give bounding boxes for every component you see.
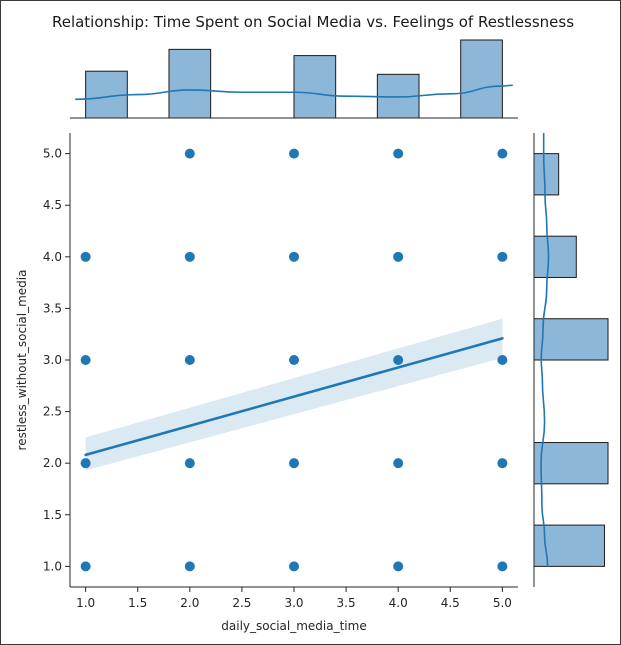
- right-hist-bar: [533, 442, 609, 485]
- regression-line-group: [84, 337, 504, 457]
- scatter-point: [184, 561, 195, 572]
- scatter-point: [184, 148, 195, 159]
- scatter-point: [393, 458, 404, 469]
- x-ticks: 1.0 1.5 2.0 2.5 3.0 3.5 4.0 4.5 5.0: [76, 587, 512, 610]
- top-marginal-histogram: [70, 39, 518, 119]
- confidence-band: [85, 318, 503, 471]
- scatter-point: [184, 251, 195, 262]
- confidence-band-group: [85, 318, 503, 471]
- scatter-point: [289, 148, 299, 159]
- scatter-point: [289, 251, 299, 262]
- x-axis-label: daily_social_media_time: [221, 619, 366, 633]
- y-tick-label: 4.0: [43, 250, 62, 264]
- x-tick-label: 3.5: [337, 596, 356, 610]
- scatter-point: [393, 148, 404, 159]
- scatter-point: [393, 251, 404, 262]
- y-ticks: 1.0 1.5 2.0 2.5 3.0 3.5 4.0 4.5 5.0: [43, 147, 70, 573]
- right-hist-bar: [533, 153, 560, 196]
- y-tick-label: 2.0: [43, 456, 62, 470]
- top-hist-bar: [460, 39, 503, 119]
- y-tick-label: 1.0: [43, 559, 62, 573]
- scatter-point: [393, 355, 404, 365]
- top-kde-curve: [75, 84, 513, 101]
- y-tick-label: 4.5: [43, 198, 62, 212]
- scatter-point: [80, 251, 91, 262]
- regression-line: [84, 337, 504, 457]
- scatter-point: [184, 355, 195, 365]
- scatter-point: [497, 458, 508, 469]
- scatter-points: [80, 148, 508, 572]
- x-tick-label: 5.0: [493, 596, 512, 610]
- scatter-point: [289, 458, 299, 469]
- scatter-point: [497, 561, 508, 572]
- scatter-point: [497, 251, 508, 262]
- y-tick-label: 5.0: [43, 147, 62, 161]
- scatter-point: [289, 561, 299, 572]
- scatter-point: [497, 355, 508, 365]
- right-hist-bar: [533, 318, 609, 361]
- x-tick-label: 1.0: [76, 596, 95, 610]
- top-hist-bar: [293, 55, 337, 119]
- scatter-point: [80, 458, 91, 469]
- x-tick-label: 2.5: [232, 596, 251, 610]
- x-tick-label: 2.0: [180, 596, 199, 610]
- right-hist-bar: [533, 235, 577, 278]
- right-kde-curve: [540, 133, 550, 567]
- scatter-point: [497, 148, 508, 159]
- scatter-point: [393, 561, 404, 572]
- y-tick-label: 2.5: [43, 405, 62, 419]
- scatter-point: [289, 355, 299, 365]
- y-axis-label: restless_without_social_media: [15, 270, 29, 451]
- top-hist-bar: [168, 48, 212, 119]
- scatter-point: [80, 355, 91, 365]
- y-tick-label: 1.5: [43, 508, 62, 522]
- y-tick-label: 3.5: [43, 301, 62, 315]
- y-tick-label: 3.0: [43, 353, 62, 367]
- scatter-point: [80, 561, 91, 572]
- x-tick-label: 4.0: [389, 596, 408, 610]
- scatter-point: [184, 458, 195, 469]
- chart-title: Relationship: Time Spent on Social Media…: [52, 13, 574, 31]
- x-tick-label: 4.5: [441, 596, 460, 610]
- x-tick-label: 3.0: [284, 596, 303, 610]
- x-tick-label: 1.5: [128, 596, 147, 610]
- right-marginal-histogram: [533, 133, 609, 587]
